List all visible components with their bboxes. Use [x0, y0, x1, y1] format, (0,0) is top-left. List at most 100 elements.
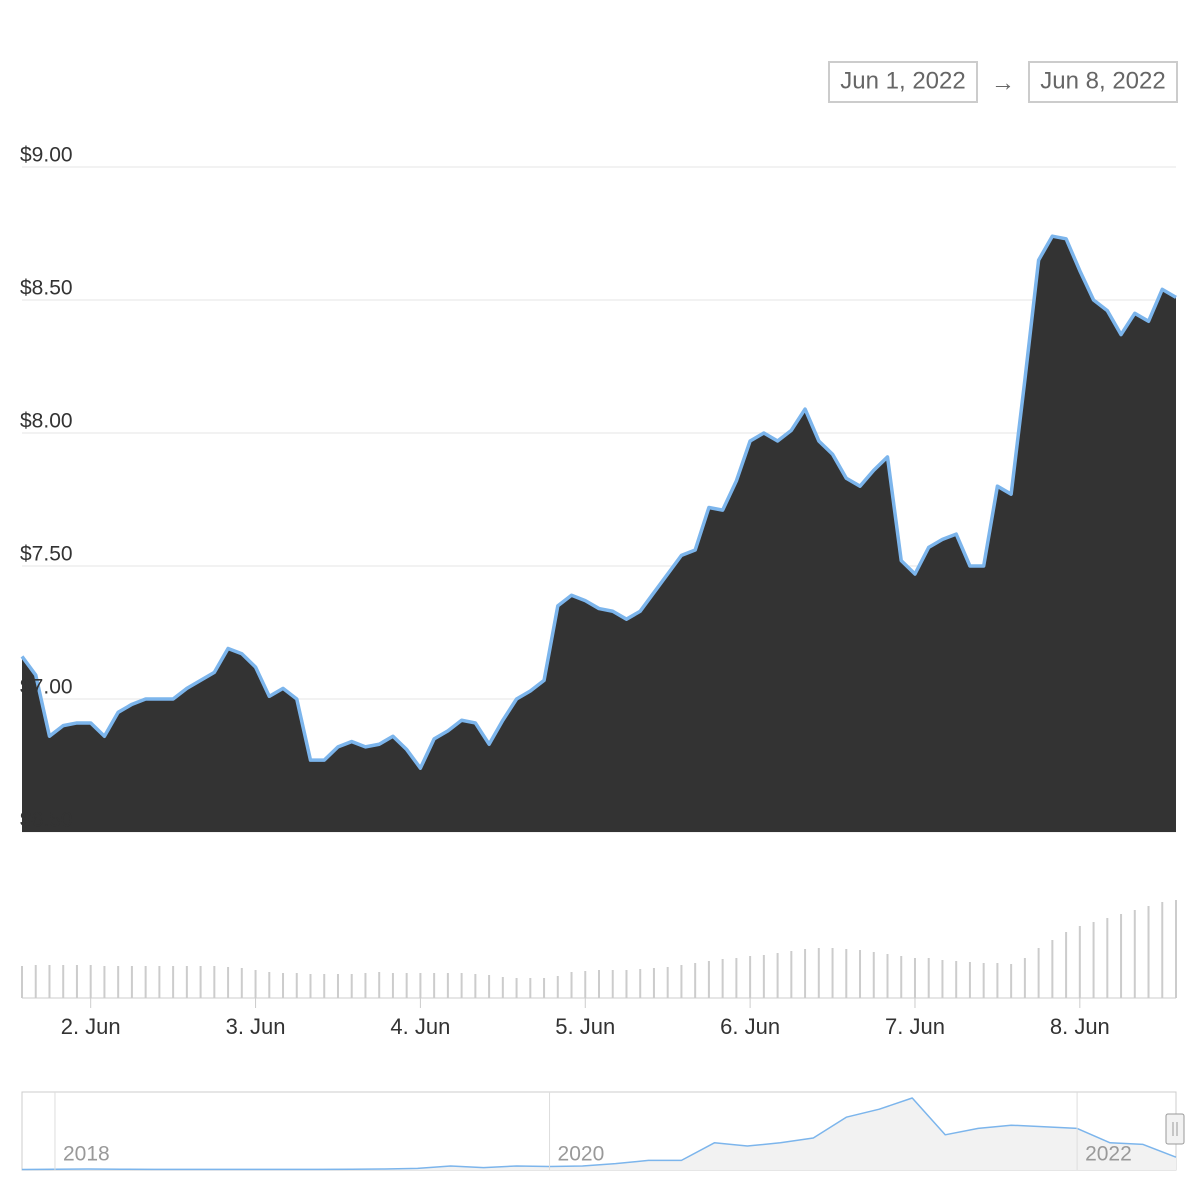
volume-bar — [1147, 906, 1150, 998]
x-tick-label: 7. Jun — [885, 1014, 945, 1039]
volume-bar — [488, 975, 491, 998]
y-tick-label: $6.50 — [20, 809, 73, 832]
volume-bar — [556, 976, 559, 998]
volume-bar — [968, 962, 971, 998]
y-tick-label: $7.00 — [20, 676, 73, 699]
volume-bar — [831, 948, 834, 998]
volume-bar — [254, 970, 257, 998]
line — [21, 1097, 1177, 1171]
volume-bar — [1010, 964, 1013, 998]
volume-bar — [364, 973, 367, 998]
volume-bar — [1078, 926, 1081, 998]
volume-bar — [570, 972, 573, 998]
volume-bar — [817, 948, 820, 998]
date-separator: → — [991, 69, 1015, 96]
volume-bar — [639, 969, 642, 998]
volume-bar — [158, 966, 161, 998]
volume-bar — [336, 974, 339, 998]
volume-bar — [707, 961, 710, 998]
volume-bar — [282, 973, 285, 998]
volume-bar — [378, 972, 381, 998]
volume-bar — [433, 973, 436, 998]
volume-bar — [240, 968, 243, 998]
x-tick-label: 3. Jun — [226, 1014, 286, 1039]
volume-bar — [1023, 958, 1026, 998]
volume-bar — [845, 949, 848, 998]
volume-bar — [859, 950, 862, 998]
navigator-label: 2020 — [558, 1143, 605, 1166]
volume-bar — [694, 963, 697, 998]
volume-bar — [625, 970, 628, 998]
volume-bar — [268, 972, 271, 998]
navigator-label: 2022 — [1085, 1143, 1132, 1166]
volume-bar — [21, 966, 23, 998]
y-tick-label: $9.00 — [20, 144, 73, 167]
volume-bar — [75, 965, 78, 998]
volume-bar — [144, 966, 147, 998]
volume-bar — [666, 967, 669, 998]
volume-bar — [982, 963, 985, 998]
volume-bar — [1120, 914, 1123, 998]
volume-bar — [1092, 922, 1095, 998]
volume-bar — [543, 978, 546, 998]
volume-bar — [735, 958, 738, 998]
y-tick-label: $8.50 — [20, 277, 73, 300]
area — [22, 236, 1176, 832]
volume-bar — [927, 958, 930, 998]
volume-bar — [652, 968, 655, 998]
volume-bar — [130, 966, 133, 998]
date-from-box[interactable] — [828, 61, 978, 103]
volume-bar — [350, 974, 353, 998]
volume-bar — [872, 952, 875, 998]
date-to-box[interactable] — [1028, 61, 1178, 103]
volume-bar — [405, 973, 408, 998]
volume-bar — [1106, 918, 1109, 998]
volume-bar — [391, 973, 394, 998]
volume-bar — [446, 973, 449, 998]
volume-bar — [941, 960, 944, 998]
volume-bar — [1065, 932, 1068, 998]
navigator-handle — [1165, 1113, 1185, 1145]
x-tick-label: 5. Jun — [555, 1014, 615, 1039]
x-tick-label: 6. Jun — [720, 1014, 780, 1039]
volume-bar — [790, 951, 793, 998]
volume-bar — [323, 974, 326, 998]
volume-bar — [804, 949, 807, 998]
volume-bar — [227, 967, 230, 998]
volume-bar — [419, 973, 422, 998]
x-tick-label: 8. Jun — [1050, 1014, 1110, 1039]
date-from[interactable]: Jun 1, 2022 — [840, 67, 965, 94]
volume-bar — [749, 956, 752, 998]
volume-bar — [103, 966, 106, 998]
x-tick-label: 2. Jun — [61, 1014, 121, 1039]
volume-bar — [529, 978, 532, 998]
volume-bar — [62, 965, 65, 998]
volume-bar — [185, 966, 188, 998]
volume-bar — [598, 970, 600, 998]
date-to[interactable]: Jun 8, 2022 — [1040, 67, 1165, 94]
volume-bar — [295, 973, 298, 998]
line — [20, 234, 1177, 770]
volume-bar — [913, 958, 916, 998]
volume-bar — [34, 965, 37, 998]
volume-bar — [48, 965, 51, 998]
volume-bar — [680, 965, 683, 998]
volume-bar — [721, 959, 724, 998]
volume-bar — [515, 978, 518, 998]
volume-bar — [89, 965, 92, 998]
volume-bar — [199, 966, 202, 998]
volume-bar — [996, 963, 999, 998]
volume-bar — [213, 966, 216, 998]
volume-bar — [1133, 910, 1136, 998]
volume-bar — [611, 970, 614, 998]
y-tick-label: $8.00 — [20, 410, 73, 433]
y-tick-label: $7.50 — [20, 543, 73, 566]
volume-bar — [776, 953, 779, 998]
volume-bar — [1037, 948, 1040, 998]
volume-bar — [762, 955, 765, 998]
volume-bar — [172, 966, 175, 998]
volume-bar — [584, 971, 587, 998]
volume-bar — [1161, 902, 1164, 998]
